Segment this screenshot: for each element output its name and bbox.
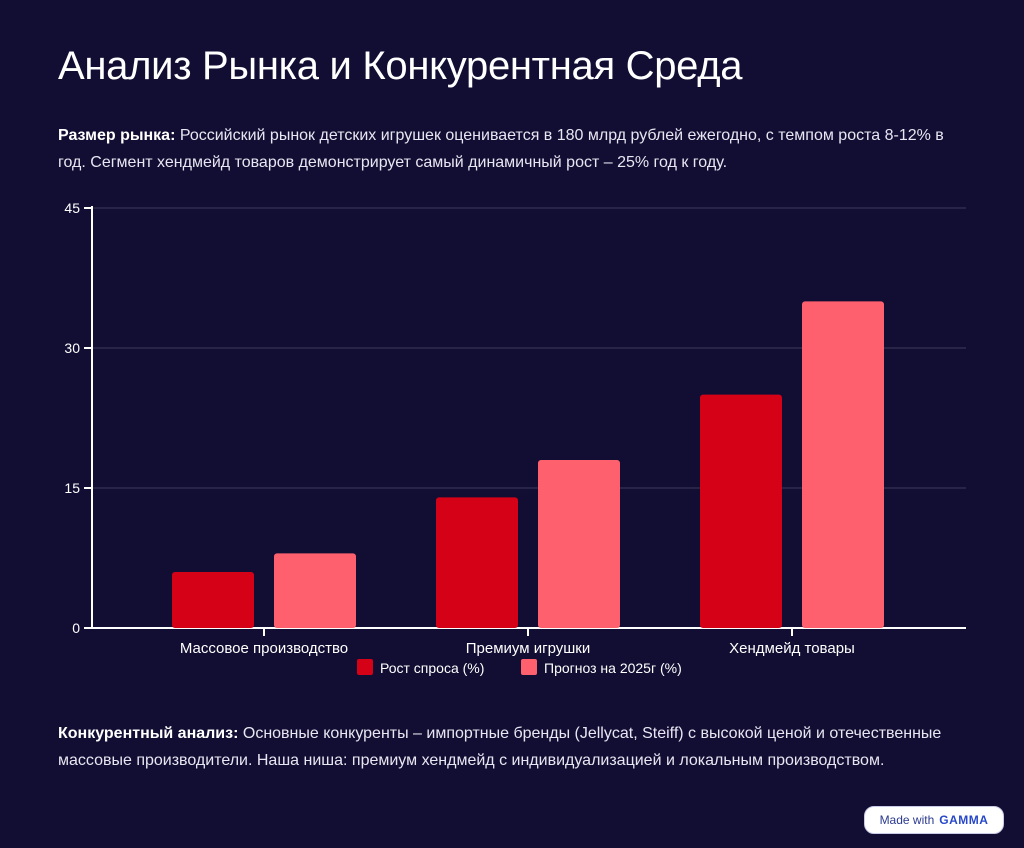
bar-forecast-2025 [538,460,620,628]
legend-label: Рост спроса (%) [380,660,484,676]
bar-forecast-2025 [274,553,356,628]
y-tick-label: 15 [64,480,80,496]
y-tick-label: 45 [64,200,80,216]
legend-label: Прогноз на 2025г (%) [544,660,682,676]
bar-demand-growth [172,572,254,628]
legend-swatch [521,659,537,675]
market-size-paragraph: Размер рынка: Российский рынок детских и… [58,122,958,176]
legend-swatch [357,659,373,675]
competition-text: Основные конкуренты – импортные бренды (… [58,725,942,769]
x-tick-label: Хендмейд товары [729,640,855,657]
gamma-logo: GAMMA [939,813,989,827]
bar-forecast-2025 [802,301,884,628]
market-size-text: Российский рынок детских игрушек оценива… [58,127,944,171]
y-tick-label: 30 [64,340,80,356]
market-size-label: Размер рынка: [58,127,176,144]
x-tick-label: Премиум игрушки [466,640,590,657]
bar-demand-growth [436,497,518,628]
x-tick-label: Массовое производство [180,640,348,657]
bar-demand-growth [700,394,782,628]
competition-paragraph: Конкурентный анализ: Основные конкуренты… [58,720,958,774]
competition-label: Конкурентный анализ: [58,725,239,742]
badge-prefix: Made with [879,813,935,827]
page-title: Анализ Рынка и Конкурентная Среда [58,44,743,88]
made-with-gamma-badge[interactable]: Made with GAMMA [864,806,1004,834]
y-tick-label: 0 [72,620,80,636]
market-bar-chart: 0 15 30 45 Массовое производство Премиум игру… [64,200,966,676]
